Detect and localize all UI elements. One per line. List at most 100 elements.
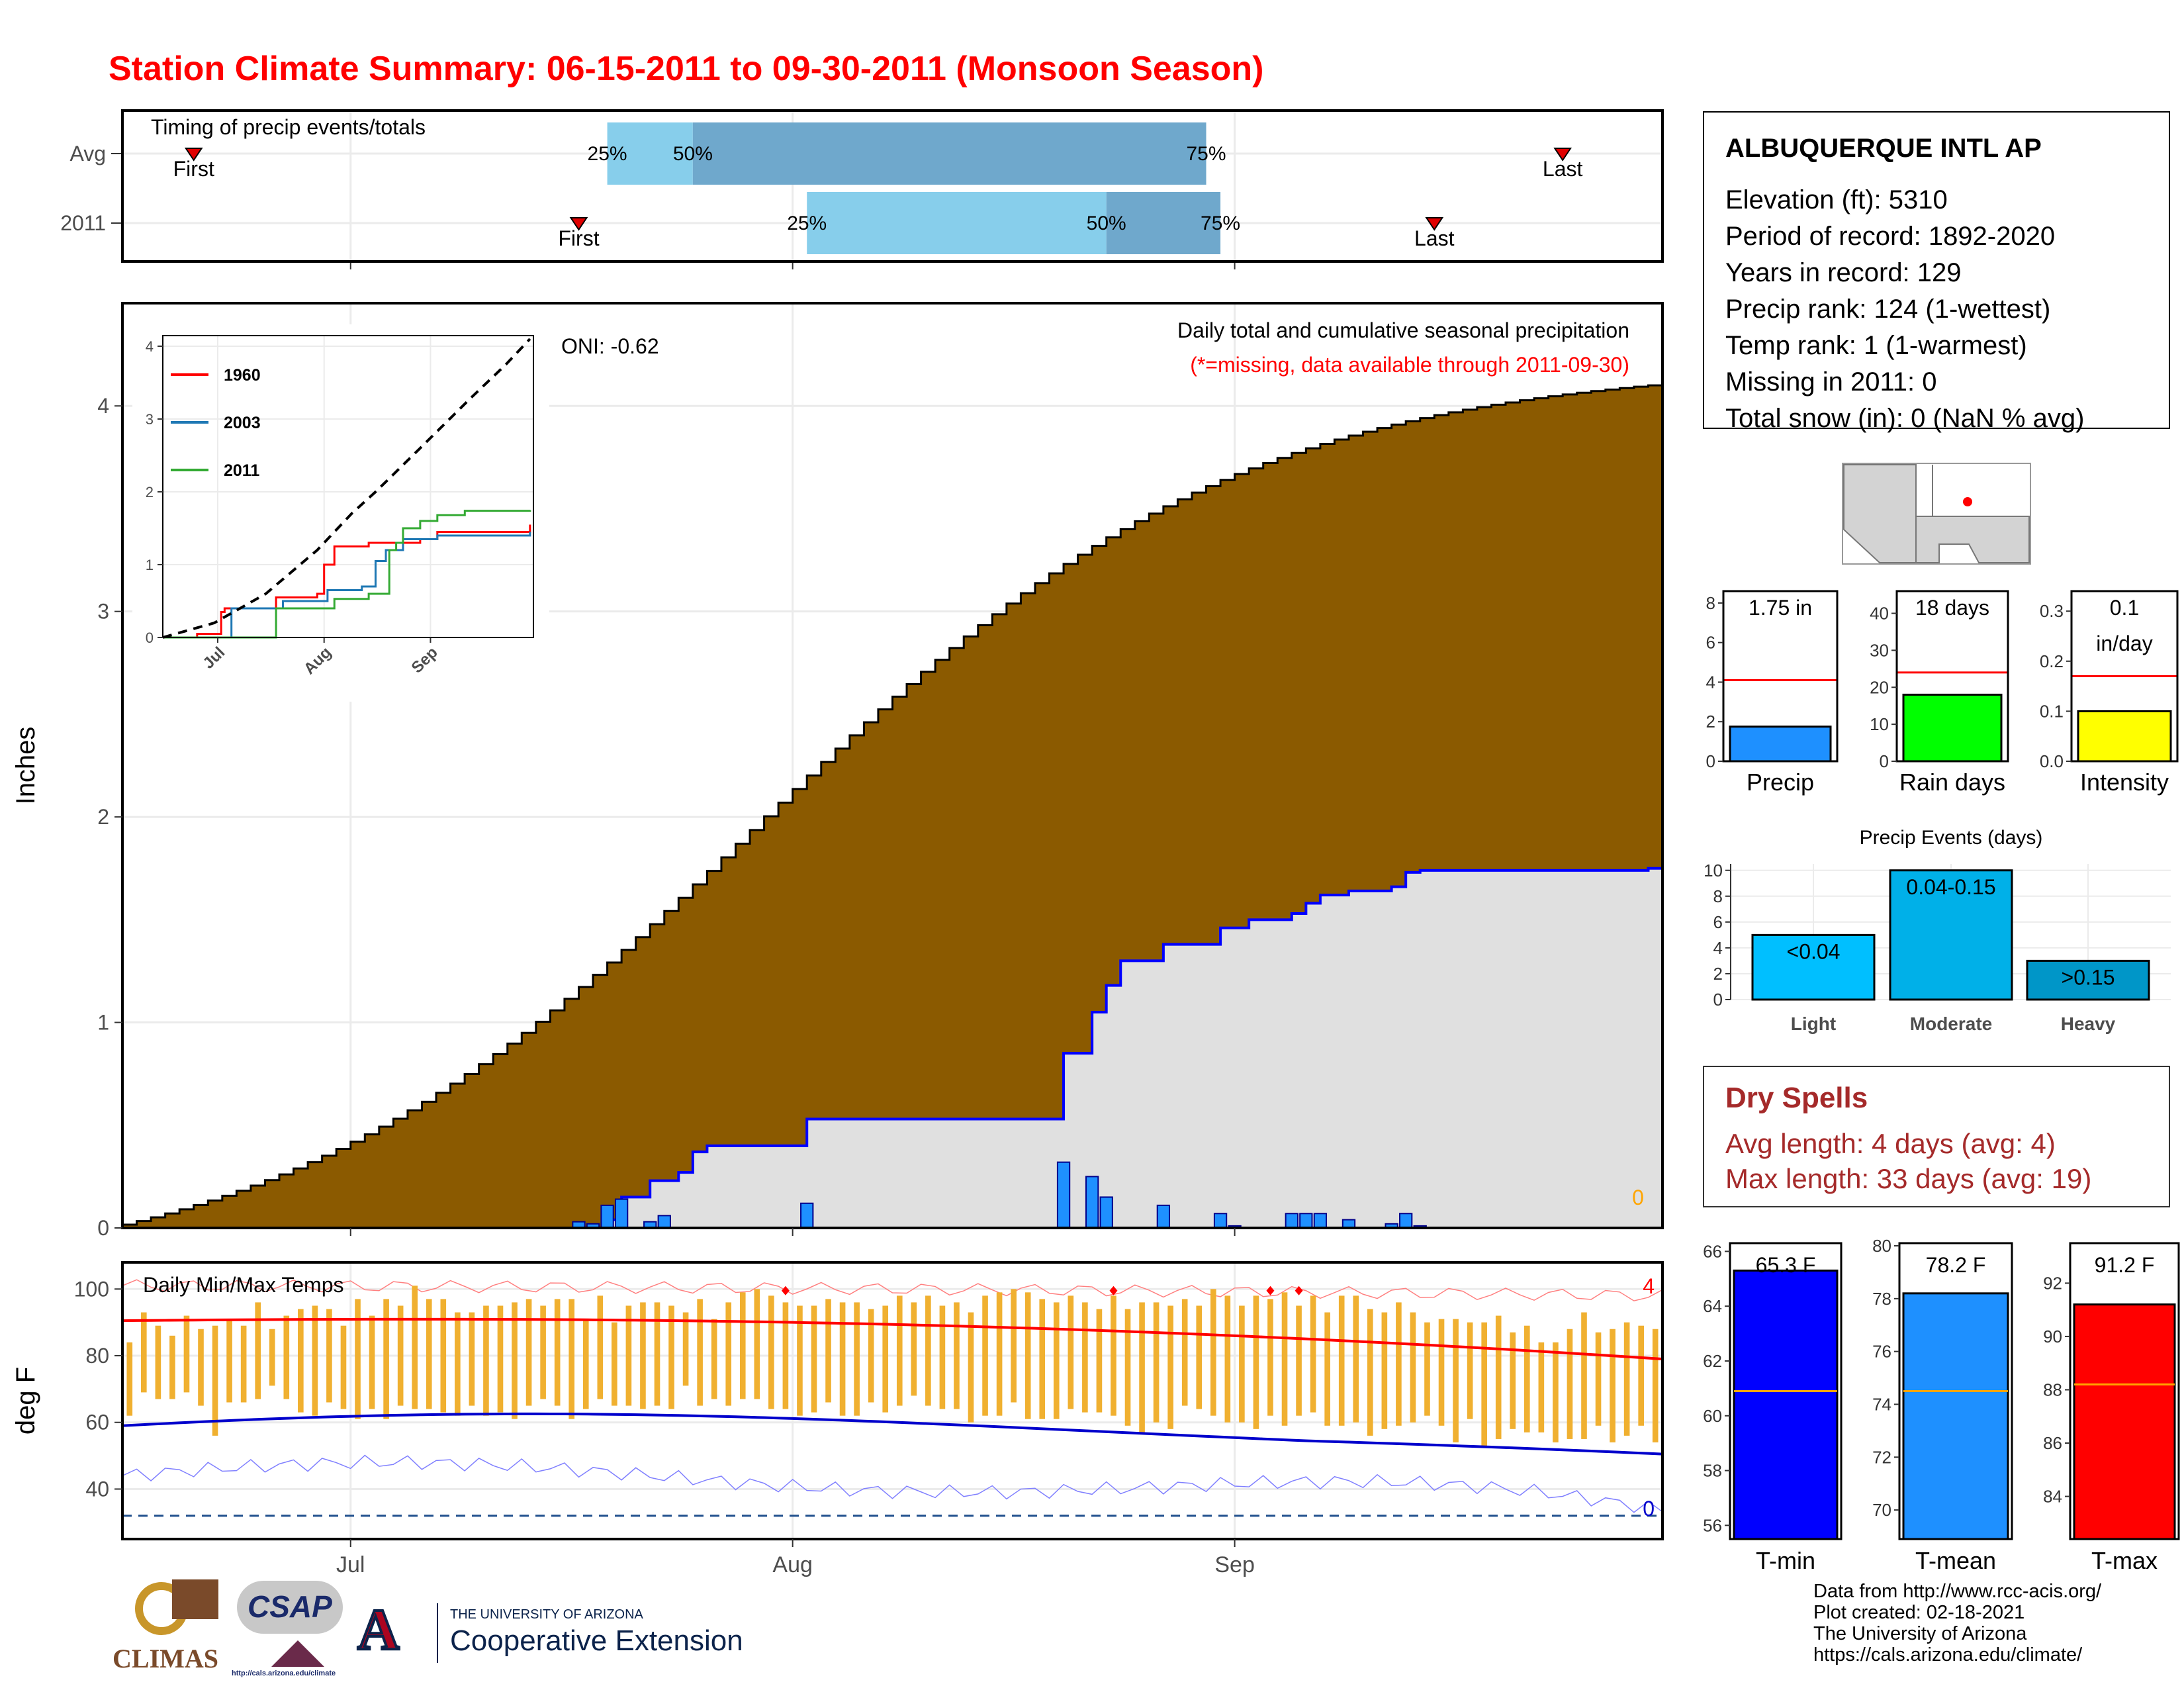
events-category-label: Moderate	[1910, 1013, 1992, 1034]
daily-temp-bar	[1553, 1342, 1559, 1442]
tmean-y-tick-label: 78	[1872, 1289, 1891, 1309]
events-category-label: Heavy	[2061, 1013, 2116, 1034]
daily-temp-bar	[512, 1302, 518, 1419]
tmean-y-tick-label: 84	[2043, 1487, 2062, 1507]
csap-cloud-icon	[237, 1581, 343, 1634]
daily-temp-bar	[497, 1305, 504, 1413]
record-high-marker	[781, 1286, 790, 1295]
ua-logo: A	[356, 1597, 401, 1664]
daily-temp-bar	[1224, 1295, 1231, 1423]
daily-temp-bar	[1167, 1305, 1173, 1429]
daily-temp-bar	[711, 1319, 717, 1399]
daily-temp-bar	[654, 1302, 660, 1406]
daily-temp-bar	[868, 1309, 874, 1403]
csap-logo: CSAP http://cals.arizona.edu/climate	[232, 1581, 351, 1680]
avg-cumulative-line	[121, 384, 1662, 1228]
daily-temp-bar	[369, 1315, 375, 1409]
timing-last-label: Last	[1543, 157, 1583, 181]
precip-y-tick-label: 2	[97, 805, 109, 829]
daily-temp-bar	[612, 1322, 617, 1406]
footer-plot-date: Plot created: 02-18-2021	[1813, 1602, 2025, 1623]
record-low-line	[122, 1454, 1663, 1513]
inset-y-tick-label: 3	[146, 411, 154, 428]
inset-series-2011	[163, 510, 531, 639]
tmean-category-label: T-max	[2091, 1547, 2158, 1574]
daily-temp-bar	[854, 1302, 860, 1416]
daily-temp-bar	[968, 1312, 974, 1423]
station-location-marker	[1963, 497, 1972, 506]
daily-temp-bar	[1082, 1302, 1088, 1413]
daily-temp-bar	[939, 1305, 946, 1409]
tmean-value-bar	[1733, 1269, 1839, 1540]
daily-temp-bar	[768, 1295, 774, 1409]
precip-y-axis-label: Inches	[11, 727, 40, 805]
daily-precip-bar	[657, 1215, 671, 1229]
daily-temp-bar	[226, 1319, 232, 1403]
daily-temp-bar	[1567, 1329, 1573, 1439]
events-title: Precip Events (days)	[1860, 827, 2043, 849]
daily-temp-bar	[355, 1299, 361, 1419]
tmean-y-tick-label: 60	[1703, 1406, 1722, 1426]
summary-category-label: Rain days	[1899, 769, 2005, 796]
daily-temp-bar	[1381, 1312, 1388, 1429]
timing-q50-q75-bar	[1106, 192, 1221, 254]
tmean-value-label: 91.2 F	[2095, 1253, 2155, 1277]
avg-tmax-line	[122, 1317, 1663, 1361]
precip-annotation-title: Daily total and cumulative seasonal prec…	[1177, 318, 1629, 342]
daily-temp-bar	[1239, 1305, 1245, 1423]
daily-temp-bar	[383, 1299, 389, 1419]
daily-temp-bar	[326, 1309, 332, 1403]
station-info-box: ALBUQUERQUE INTL AP Elevation (ft): 5310…	[1703, 111, 2170, 433]
timing-q75-label: 75%	[1186, 143, 1226, 165]
daily-temp-bar	[455, 1312, 461, 1416]
daily-temp-bar	[1196, 1305, 1203, 1409]
inset-legend-label: 2003	[224, 414, 261, 432]
summary-y-tick-label: 0.2	[2040, 651, 2064, 671]
daily-temp-bar	[312, 1305, 318, 1416]
daily-temp-bar	[1623, 1322, 1630, 1436]
daily-temp-bar	[1267, 1299, 1273, 1416]
month-axis-label: Jul	[336, 1552, 365, 1577]
precip-annotation-missing: (*=missing, data available through 2011-…	[1190, 353, 1629, 377]
precip-panel-border	[121, 302, 1664, 1229]
ua-bottom-text: Cooperative Extension	[450, 1624, 743, 1657]
timing-q50-q75-bar	[692, 122, 1206, 185]
csap-mountain-icon	[271, 1640, 324, 1667]
daily-temp-bar	[554, 1299, 561, 1406]
daily-temp-bar	[1139, 1302, 1145, 1432]
events-bar-label: 0.04-0.15	[1906, 875, 1995, 899]
daily-temp-bar	[882, 1305, 889, 1413]
tmean-y-tick-label: 64	[1703, 1296, 1722, 1316]
daily-temp-bar	[525, 1299, 532, 1406]
daily-precip-bar	[1313, 1213, 1328, 1229]
tmean-value-label: 65.3 F	[1756, 1253, 1816, 1277]
daily-temp-bar	[1281, 1292, 1288, 1426]
daily-temp-bar	[1424, 1322, 1430, 1416]
summary-value-label: 0.1	[2110, 596, 2139, 620]
record-high-marker	[1295, 1286, 1303, 1295]
daily-temp-bar	[1610, 1329, 1615, 1442]
daily-temp-bar	[169, 1335, 175, 1399]
station-temp-rank: Temp rank: 1 (1-warmest)	[1725, 331, 2027, 360]
daily-temp-bar	[1153, 1302, 1160, 1423]
footer-institution: The University of Arizona	[1813, 1623, 2027, 1644]
daily-temp-bar	[483, 1305, 489, 1416]
daily-temp-bar	[1210, 1289, 1216, 1416]
timing-q25-q50-bar	[607, 122, 693, 185]
summary-y-tick-label: 4	[1706, 672, 1715, 692]
summary-y-tick-label: 0.3	[2040, 601, 2064, 621]
station-period: Period of record: 1892-2020	[1725, 222, 2056, 251]
tmean-y-tick-label: 66	[1703, 1241, 1722, 1261]
daily-temp-bar	[797, 1305, 803, 1416]
timing-last-label: Last	[1414, 226, 1455, 250]
summary-panel-border	[1895, 590, 2009, 763]
inset-y-tick-label: 0	[146, 630, 154, 646]
daily-temp-bar	[1324, 1312, 1330, 1426]
daily-temp-bar	[1367, 1309, 1373, 1436]
month-axis-label: Aug	[772, 1552, 813, 1577]
daily-temp-bar	[1024, 1292, 1031, 1419]
daily-temp-bar	[839, 1302, 846, 1416]
daily-temp-bar	[1353, 1295, 1359, 1423]
tmean-y-tick-label: 72	[1872, 1447, 1891, 1467]
timing-row-label: Avg	[69, 142, 106, 165]
